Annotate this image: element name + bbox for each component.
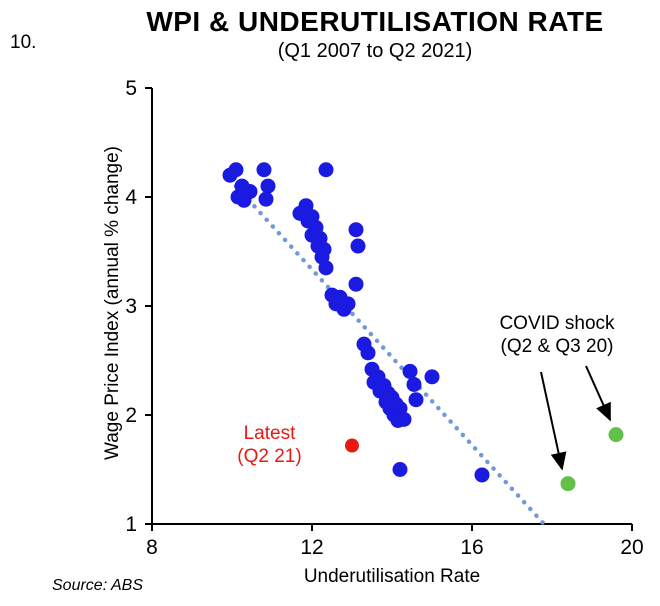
data-point-quarterly-observations — [402, 363, 418, 379]
x-tick-label: 16 — [460, 536, 483, 559]
data-point-quarterly-observations — [424, 369, 440, 385]
data-point-quarterly-observations — [392, 462, 408, 477]
y-tick-label: 1 — [125, 513, 137, 536]
data-point-quarterly-observations — [474, 467, 490, 483]
y-tick-label: 2 — [125, 404, 137, 427]
data-point-quarterly-observations — [316, 241, 332, 257]
chart-title: WPI & UNDERUTILISATION RATE — [146, 6, 604, 37]
annotation-latest-line2: (Q2 21) — [237, 446, 302, 468]
data-point-covid-shock-q2-q3-20 — [560, 476, 576, 492]
x-tick-label: 8 — [146, 536, 158, 559]
data-point-quarterly-observations — [396, 411, 412, 427]
y-tick-label: 3 — [125, 295, 137, 318]
data-point-quarterly-observations — [350, 238, 366, 254]
covid-arrow — [585, 365, 611, 422]
x-tick-label: 20 — [620, 536, 643, 559]
chart-subtitle: (Q1 2007 to Q2 2021) — [277, 40, 473, 62]
annotation-covid-line2: (Q2 & Q3 20) — [500, 336, 614, 358]
source-note: Source: ABS — [52, 577, 144, 594]
data-point-quarterly-observations — [256, 162, 272, 178]
covid-arrow — [540, 371, 567, 471]
data-point-quarterly-observations — [258, 191, 274, 207]
data-point-latest-q2-21 — [345, 438, 359, 453]
x-axis-label: Underutilisation Rate — [303, 566, 481, 587]
chart-header: WPI & UNDERUTILISATION RATE (Q1 2007 to … — [90, 6, 660, 63]
trendline — [233, 183, 549, 529]
annotation-covid-shock: COVID shock (Q2 & Q3 20) — [462, 312, 652, 358]
data-point-quarterly-observations — [318, 260, 334, 276]
data-point-quarterly-observations — [408, 392, 424, 408]
y-tick-label: 4 — [125, 186, 137, 209]
data-point-quarterly-observations — [348, 222, 364, 238]
data-point-quarterly-observations — [360, 345, 376, 361]
data-point-covid-shock-q2-q3-20 — [608, 427, 624, 443]
y-tick-label: 5 — [125, 77, 137, 100]
figure-number: 10. — [10, 32, 37, 53]
annotation-covid-line1: COVID shock — [499, 313, 615, 334]
data-point-quarterly-observations — [228, 162, 244, 178]
x-tick-label: 12 — [300, 536, 323, 559]
data-point-quarterly-observations — [340, 296, 356, 312]
annotation-latest: Latest (Q2 21) — [212, 422, 327, 468]
data-point-quarterly-observations — [406, 376, 422, 392]
data-point-quarterly-observations — [260, 178, 276, 194]
data-point-quarterly-observations — [348, 276, 364, 292]
data-point-quarterly-observations — [242, 184, 258, 200]
annotation-latest-line1: Latest — [243, 423, 296, 444]
data-point-quarterly-observations — [318, 162, 334, 178]
